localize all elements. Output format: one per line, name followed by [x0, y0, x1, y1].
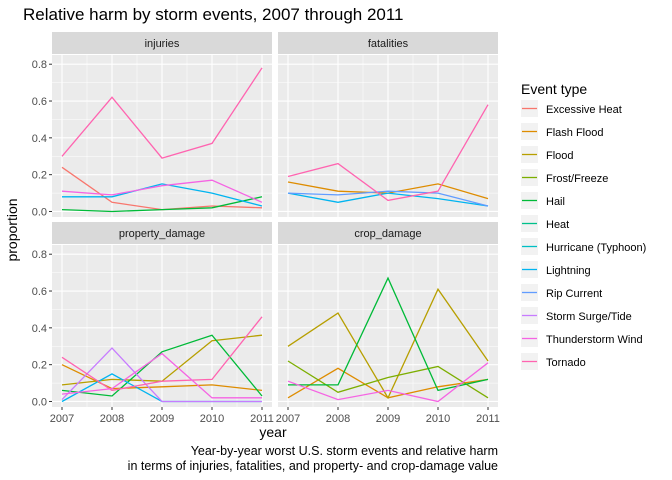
x-tick-label: 2008: [326, 413, 350, 425]
legend: Event type Excessive Heat Flash Flood Floo…: [521, 81, 646, 370]
facet-strip: [52, 32, 272, 54]
series-line-thunderstorm-wind: [61, 179, 263, 203]
y-tick-label: 0.8: [32, 59, 47, 71]
series-line-hail: [61, 334, 263, 397]
series-line-thunderstorm-wind: [287, 362, 489, 403]
chart-title: Relative harm by storm events, 2007 thro…: [23, 5, 404, 24]
series-line-storm-surge-tide: [61, 347, 262, 403]
panel-property_damage: property_damage 0.0 0.2 0.4 0.6 0.8 2007 2008 20…: [32, 222, 274, 425]
y-tick-label: 0.2: [32, 170, 47, 182]
y-tick-label: 0.0: [32, 396, 47, 408]
legend-label: Frost/Freeze: [546, 173, 608, 185]
series-line-hail: [61, 196, 263, 213]
x-tick-label: 2007: [50, 413, 74, 425]
x-tick-label: 2010: [200, 413, 224, 425]
x-tick-label: 2007: [276, 413, 300, 425]
x-tick-label: 2009: [150, 413, 174, 425]
series-line-flood: [287, 287, 489, 400]
series-line-rip-current: [287, 190, 489, 207]
legend-label: Hail: [546, 196, 565, 208]
y-tick-label: 0.6: [32, 286, 47, 298]
legend-label: Excessive Heat: [546, 104, 622, 116]
series-line-lightning: [287, 192, 489, 207]
facet-strip-label: fatalities: [368, 38, 409, 50]
x-tick-label: 2011: [250, 413, 274, 425]
facet-strip-label: property_damage: [119, 228, 205, 240]
legend-label: Thunderstorm Wind: [546, 334, 643, 346]
legend-label: Flash Flood: [546, 127, 603, 139]
panel-crop_damage: crop_damage 2007 2008 2009 2010 2011: [276, 222, 500, 425]
legend-label: Tornado: [546, 357, 586, 369]
series-line-tornado: [61, 316, 263, 392]
caption-line-1: Year-by-year worst U.S. storm events and…: [191, 444, 498, 458]
x-tick-label: 2011: [476, 413, 500, 425]
x-axis-label: year: [259, 424, 287, 440]
series-line-hail: [288, 276, 489, 392]
panels-group: injuries 0.0 0.2 0.4 0.6 0.8 fatalities propert…: [32, 32, 500, 425]
y-axis-label: proportion: [4, 198, 20, 261]
series-line-thunderstorm-wind: [61, 352, 262, 399]
y-tick-label: 0.0: [32, 206, 47, 218]
y-tick-label: 0.4: [32, 323, 47, 335]
panel-injuries: injuries 0.0 0.2 0.4 0.6 0.8: [32, 32, 272, 218]
facet-strip-label: crop_damage: [354, 228, 421, 240]
series-line-frost-freeze: [287, 360, 489, 399]
series-line-tornado: [287, 104, 489, 202]
facet-strip: [52, 222, 272, 244]
legend-label: Lightning: [546, 265, 591, 277]
legend-title: Event type: [521, 81, 587, 97]
y-tick-label: 0.2: [32, 360, 47, 372]
y-tick-label: 0.4: [32, 133, 47, 145]
facet-strip: [278, 32, 498, 54]
x-tick-label: 2010: [426, 413, 450, 425]
x-tick-label: 2008: [100, 413, 124, 425]
legend-label: Hurricane (Typhoon): [546, 242, 646, 254]
series-line-lightning: [62, 183, 263, 207]
series-line-tornado: [61, 67, 263, 159]
legend-label: Rip Current: [546, 288, 602, 300]
legend-label: Flood: [546, 150, 574, 162]
y-tick-label: 0.8: [32, 249, 47, 261]
caption-line-2: in terms of injuries, fatalities, and pr…: [128, 459, 498, 473]
legend-label: Storm Surge/Tide: [546, 311, 632, 323]
facet-strip: [278, 222, 498, 244]
x-tick-label: 2009: [376, 413, 400, 425]
y-tick-label: 0.6: [32, 96, 47, 108]
panel-fatalities: fatalities: [278, 32, 498, 217]
facet-strip-label: injuries: [145, 38, 180, 50]
legend-label: Heat: [546, 219, 569, 231]
